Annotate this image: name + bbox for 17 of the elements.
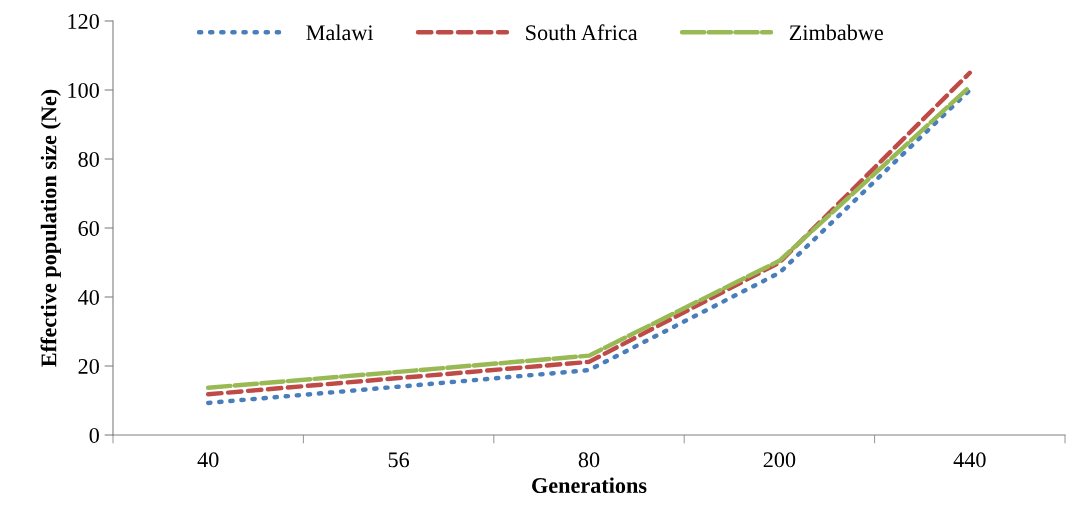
x-tick-label: 80 xyxy=(578,452,600,468)
legend-label: South Africa xyxy=(526,24,638,41)
x-tick-label: 40 xyxy=(197,452,219,468)
y-tick-label: 0 xyxy=(89,427,99,443)
y-tick-label: 120 xyxy=(68,13,99,29)
legend-label: Zimbabwe xyxy=(789,24,884,41)
y-axis-title: Effective population size (Ne) xyxy=(40,89,61,367)
x-axis-title: Generations xyxy=(532,477,647,494)
y-tick-label: 100 xyxy=(68,82,99,98)
y-tick-label: 80 xyxy=(78,151,99,167)
x-tick-label: 200 xyxy=(763,452,796,468)
y-tick-label: 60 xyxy=(78,220,99,236)
legend-label: Malawi xyxy=(306,24,374,41)
x-tick-label: 440 xyxy=(953,452,986,468)
x-tick-label: 56 xyxy=(388,452,410,468)
y-tick-label: 40 xyxy=(78,289,99,305)
y-tick-label: 20 xyxy=(78,358,99,374)
